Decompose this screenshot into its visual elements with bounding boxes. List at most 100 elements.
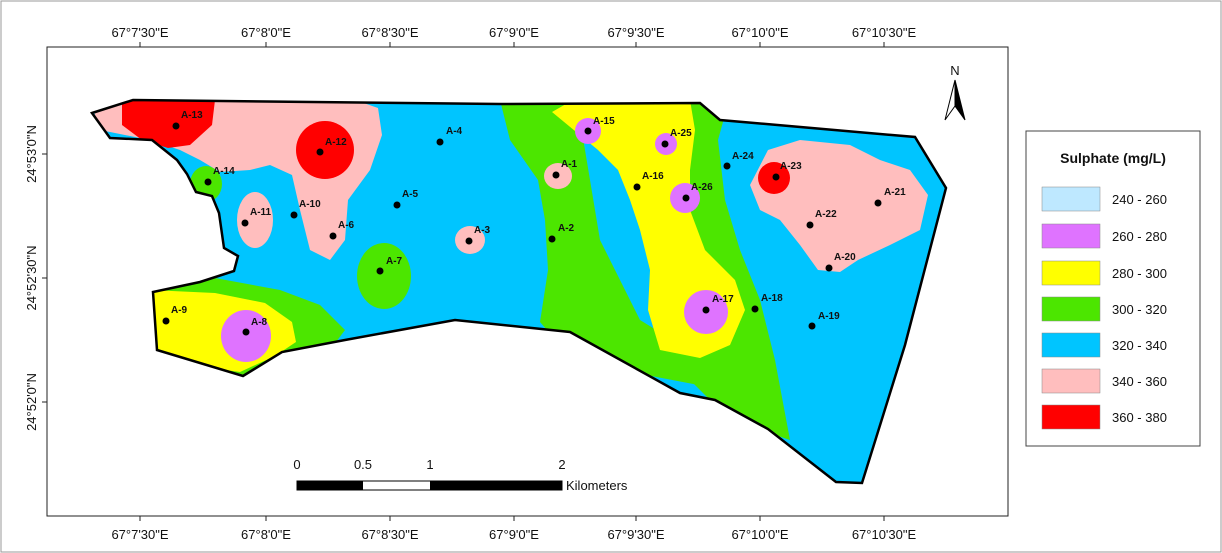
legend-label: 260 - 280 bbox=[1112, 229, 1167, 244]
legend-swatch bbox=[1041, 186, 1101, 212]
site-a-15[interactable]: A-15 bbox=[584, 116, 616, 135]
site-a-8[interactable]: A-8 bbox=[242, 317, 268, 336]
site-label: A-15 bbox=[593, 116, 615, 127]
site-a-10[interactable]: A-10 bbox=[290, 199, 322, 219]
zone-260-280 bbox=[221, 310, 271, 362]
legend-item: 300 - 320 bbox=[1041, 296, 1167, 322]
site-marker bbox=[204, 178, 212, 186]
site-marker bbox=[825, 264, 833, 272]
site-a-16[interactable]: A-16 bbox=[633, 171, 665, 191]
site-a-7[interactable]: A-7 bbox=[376, 256, 403, 275]
site-a-9[interactable]: A-9 bbox=[162, 305, 188, 325]
zone-360-380 bbox=[296, 121, 354, 179]
site-marker bbox=[661, 140, 669, 148]
legend-swatch bbox=[1041, 404, 1101, 430]
legend-frame bbox=[1025, 130, 1201, 447]
site-marker bbox=[162, 317, 170, 325]
site-a-17[interactable]: A-17 bbox=[702, 294, 735, 314]
site-a-18[interactable]: A-18 bbox=[751, 293, 784, 313]
site-marker bbox=[772, 173, 780, 181]
legend-title: Sulphate (mg/L) bbox=[1060, 150, 1166, 166]
longitude-label: 67°9'0"E bbox=[489, 527, 539, 542]
site-marker bbox=[393, 201, 401, 209]
site-a-24[interactable]: A-24 bbox=[723, 151, 755, 170]
legend: Sulphate (mg/L) 240 - 260 260 - 280 280 … bbox=[1025, 130, 1201, 447]
legend-label: 320 - 340 bbox=[1112, 338, 1167, 353]
zone-340-360 bbox=[237, 192, 273, 248]
site-label: A-5 bbox=[402, 189, 419, 200]
study-area-boundary bbox=[89, 98, 948, 485]
site-label: A-6 bbox=[338, 220, 355, 231]
longitude-label: 67°8'0"E bbox=[241, 527, 291, 542]
site-a-20[interactable]: A-20 bbox=[825, 252, 857, 272]
site-a-23[interactable]: A-23 bbox=[772, 161, 803, 181]
longitude-label: 67°8'30"E bbox=[361, 25, 418, 40]
longitude-label: 67°9'30"E bbox=[607, 25, 664, 40]
site-a-26[interactable]: A-26 bbox=[682, 182, 714, 202]
north-arrow-icon bbox=[944, 79, 966, 121]
site-a-6[interactable]: A-6 bbox=[329, 220, 355, 240]
graticule-ticks bbox=[42, 42, 885, 521]
sulphate-surface bbox=[92, 100, 946, 483]
site-marker bbox=[702, 306, 710, 314]
site-a-22[interactable]: A-22 bbox=[806, 209, 838, 229]
zone-360-380 bbox=[122, 100, 215, 148]
longitude-label: 67°10'0"E bbox=[731, 25, 788, 40]
site-label: A-26 bbox=[691, 182, 713, 193]
longitude-labels-bottom: 67°7'30"E 67°8'0"E 67°8'30"E 67°9'0"E 67… bbox=[111, 527, 916, 542]
legend-item: 340 - 360 bbox=[1041, 368, 1167, 394]
site-a-13[interactable]: A-13 bbox=[172, 110, 204, 130]
legend-label: 280 - 300 bbox=[1112, 266, 1167, 281]
site-a-19[interactable]: A-19 bbox=[808, 311, 841, 330]
site-label: A-7 bbox=[386, 256, 403, 267]
site-a-21[interactable]: A-21 bbox=[874, 187, 907, 207]
site-marker bbox=[465, 237, 473, 245]
longitude-label: 67°10'30"E bbox=[852, 25, 917, 40]
scale-tick-label: 1 bbox=[426, 457, 433, 472]
scale-bar: 0 0.5 1 2 Kilometers bbox=[293, 457, 628, 493]
site-label: A-21 bbox=[884, 187, 906, 198]
legend-swatch bbox=[1041, 332, 1101, 358]
site-a-4[interactable]: A-4 bbox=[436, 126, 463, 146]
legend-label: 300 - 320 bbox=[1112, 302, 1167, 317]
legend-swatch bbox=[1041, 296, 1101, 322]
zone-340-360 bbox=[750, 140, 928, 272]
site-label: A-2 bbox=[558, 223, 575, 234]
site-label: A-20 bbox=[834, 252, 856, 263]
site-a-1[interactable]: A-1 bbox=[552, 159, 578, 179]
site-label: A-14 bbox=[213, 166, 235, 177]
legend-swatch bbox=[1041, 223, 1101, 249]
site-label: A-12 bbox=[325, 137, 347, 148]
site-marker bbox=[808, 322, 816, 330]
longitude-label: 67°9'30"E bbox=[607, 527, 664, 542]
site-marker bbox=[548, 235, 556, 243]
site-marker bbox=[376, 267, 384, 275]
site-label: A-4 bbox=[446, 126, 463, 137]
site-a-14[interactable]: A-14 bbox=[204, 166, 236, 186]
site-marker bbox=[723, 162, 731, 170]
latitude-labels: 24°53'0"N 24°52'30"N 24°52'0"N bbox=[24, 125, 39, 431]
legend-swatch bbox=[1041, 368, 1101, 394]
site-a-5[interactable]: A-5 bbox=[393, 189, 419, 209]
site-marker bbox=[633, 183, 641, 191]
site-a-11[interactable]: A-11 bbox=[241, 207, 272, 227]
site-marker bbox=[242, 328, 250, 336]
site-a-12[interactable]: A-12 bbox=[316, 137, 348, 156]
site-marker bbox=[172, 122, 180, 130]
north-arrow: N bbox=[944, 63, 966, 121]
site-label: A-17 bbox=[712, 294, 734, 305]
site-a-25[interactable]: A-25 bbox=[661, 128, 693, 148]
site-a-2[interactable]: A-2 bbox=[548, 223, 575, 243]
site-marker bbox=[682, 194, 690, 202]
site-label: A-25 bbox=[670, 128, 692, 139]
longitude-label: 67°7'30"E bbox=[111, 25, 168, 40]
site-label: A-3 bbox=[474, 225, 491, 236]
longitude-label: 67°7'30"E bbox=[111, 527, 168, 542]
longitude-label: 67°8'0"E bbox=[241, 25, 291, 40]
zone-300-320 bbox=[357, 243, 411, 309]
site-a-3[interactable]: A-3 bbox=[465, 225, 491, 245]
scale-tick-label: 0.5 bbox=[354, 457, 372, 472]
site-marker bbox=[241, 219, 249, 227]
site-label: A-19 bbox=[818, 311, 840, 322]
site-label: A-8 bbox=[251, 317, 268, 328]
